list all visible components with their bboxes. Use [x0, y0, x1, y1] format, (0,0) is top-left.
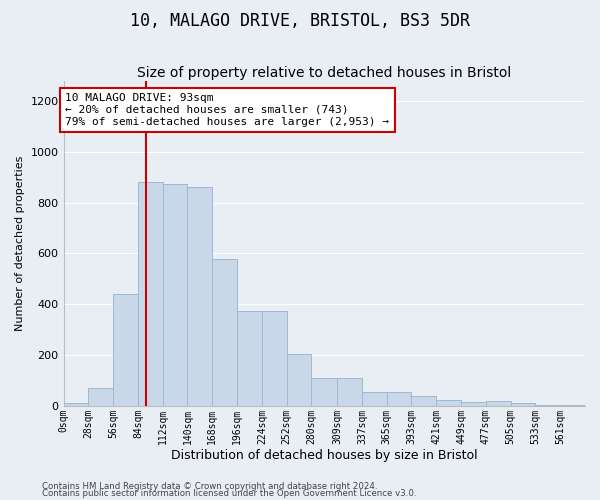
Bar	[113, 294, 138, 406]
Bar	[88, 388, 113, 406]
Bar	[362, 392, 386, 406]
Bar	[187, 188, 212, 406]
Bar	[337, 378, 362, 406]
Bar	[560, 405, 585, 406]
Text: 10, MALAGO DRIVE, BRISTOL, BS3 5DR: 10, MALAGO DRIVE, BRISTOL, BS3 5DR	[130, 12, 470, 30]
Bar	[138, 182, 163, 406]
Bar	[287, 354, 311, 406]
Text: Contains HM Land Registry data © Crown copyright and database right 2024.: Contains HM Land Registry data © Crown c…	[42, 482, 377, 491]
Bar	[64, 404, 88, 406]
Text: 10 MALAGO DRIVE: 93sqm
← 20% of detached houses are smaller (743)
79% of semi-de: 10 MALAGO DRIVE: 93sqm ← 20% of detached…	[65, 94, 389, 126]
Bar	[511, 404, 535, 406]
Bar	[461, 402, 486, 406]
Bar	[386, 392, 412, 406]
Bar	[237, 310, 262, 406]
Bar	[535, 404, 560, 406]
Bar	[311, 378, 337, 406]
Bar	[436, 400, 461, 406]
Text: Contains public sector information licensed under the Open Government Licence v3: Contains public sector information licen…	[42, 489, 416, 498]
Bar	[486, 402, 511, 406]
X-axis label: Distribution of detached houses by size in Bristol: Distribution of detached houses by size …	[171, 450, 478, 462]
Title: Size of property relative to detached houses in Bristol: Size of property relative to detached ho…	[137, 66, 511, 80]
Y-axis label: Number of detached properties: Number of detached properties	[15, 156, 25, 331]
Bar	[262, 310, 287, 406]
Bar	[412, 396, 436, 406]
Bar	[212, 258, 237, 406]
Bar	[163, 184, 187, 406]
